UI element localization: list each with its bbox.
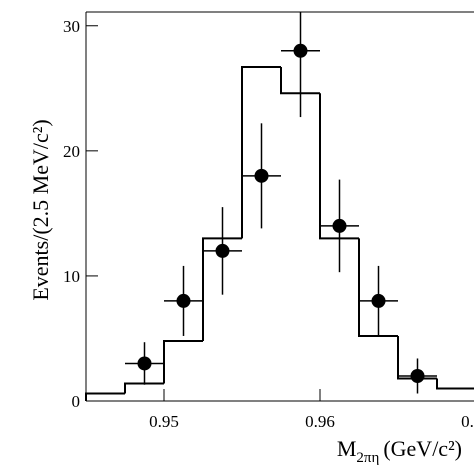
histogram-step	[85, 392, 125, 401]
histogram-step	[241, 66, 281, 239]
data-point	[293, 43, 308, 58]
data-point	[371, 293, 386, 308]
data-point	[254, 168, 269, 183]
histogram-step	[163, 339, 203, 384]
data-point	[176, 293, 191, 308]
histogram-step	[319, 93, 359, 240]
data-point	[215, 243, 230, 258]
y-tick-label: 20	[63, 142, 80, 161]
histogram-step	[280, 67, 320, 95]
histogram-step	[436, 378, 474, 390]
histogram-step	[358, 238, 398, 337]
x-axis-title: M2πη (GeV/c²)	[337, 436, 462, 466]
x-tick-label: 0.95	[149, 412, 179, 431]
x-tick-label: 0.97	[461, 412, 474, 431]
data-point	[410, 368, 425, 383]
y-tick-label: 0	[72, 392, 81, 411]
histogram-step	[124, 382, 164, 394]
x-axis-title-main: M	[337, 436, 357, 461]
y-tick-label: 30	[63, 17, 80, 36]
x-tick-label: 0.96	[305, 412, 335, 431]
y-tick-label: 10	[63, 267, 80, 286]
y-axis-title: Events/(2.5 MeV/c²)	[28, 119, 53, 300]
x-axis-title-unit: (GeV/c²)	[383, 436, 462, 461]
histogram-step	[202, 237, 242, 341]
data-point	[137, 356, 152, 371]
data-point	[332, 218, 347, 233]
x-axis-title-sub: 2πη	[356, 450, 379, 466]
